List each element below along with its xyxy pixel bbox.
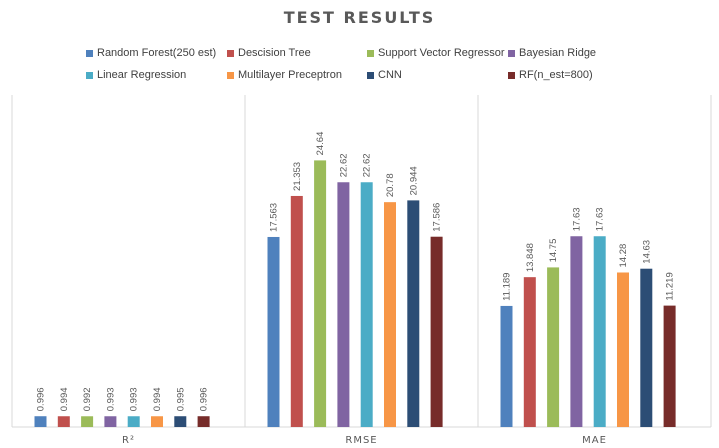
bar bbox=[151, 416, 163, 427]
bar bbox=[57, 416, 70, 427]
data-label: 17.586 bbox=[432, 203, 443, 232]
bar bbox=[570, 236, 583, 427]
legend-swatch bbox=[367, 49, 374, 57]
legend-label: RF(n_est=800) bbox=[519, 69, 593, 81]
legend-item-svr: Support Vector Regressor bbox=[367, 47, 505, 59]
legend-item-decision-tree: Descision Tree bbox=[227, 47, 311, 59]
legend-label: Descision Tree bbox=[238, 47, 311, 59]
data-label: 0.994 bbox=[59, 387, 70, 411]
bar bbox=[197, 416, 210, 427]
bar bbox=[174, 416, 187, 427]
data-label: 17.63 bbox=[595, 207, 606, 231]
data-label: 20.78 bbox=[385, 173, 396, 197]
legend: Random Forest(250 est) Descision Tree Su… bbox=[0, 0, 719, 90]
data-label: 22.62 bbox=[362, 153, 373, 177]
data-label: 20.944 bbox=[408, 166, 419, 195]
category-label: MAE bbox=[582, 435, 607, 446]
data-label: 0.994 bbox=[152, 387, 163, 411]
bar bbox=[593, 236, 606, 427]
data-label: 11.219 bbox=[665, 272, 676, 300]
bar bbox=[127, 416, 140, 427]
data-label: 17.563 bbox=[269, 203, 280, 232]
category-label: RMSE bbox=[345, 435, 377, 446]
bar bbox=[407, 200, 420, 427]
data-label: 0.992 bbox=[82, 387, 93, 411]
bar bbox=[34, 416, 47, 427]
data-label: 0.996 bbox=[199, 387, 210, 411]
legend-swatch bbox=[86, 49, 93, 57]
legend-swatch bbox=[227, 71, 234, 79]
legend-swatch bbox=[227, 49, 234, 57]
category-label: R² bbox=[122, 435, 135, 446]
data-label: 0.993 bbox=[105, 387, 116, 411]
legend-swatch bbox=[367, 71, 374, 79]
data-label: 0.996 bbox=[36, 387, 47, 411]
bar bbox=[360, 182, 373, 427]
data-label: 17.63 bbox=[571, 207, 582, 231]
legend-item-cnn: CNN bbox=[367, 69, 402, 81]
legend-label: Linear Regression bbox=[97, 69, 187, 81]
data-label: 0.993 bbox=[129, 387, 140, 411]
legend-label: Bayesian Ridge bbox=[519, 47, 597, 59]
data-label: 21.353 bbox=[292, 162, 303, 191]
data-label: 11.189 bbox=[502, 273, 513, 301]
legend-swatch bbox=[86, 71, 93, 79]
bar bbox=[430, 236, 443, 427]
legend-item-bayesian-ridge: Bayesian Ridge bbox=[508, 47, 596, 59]
legend-label: CNN bbox=[378, 69, 402, 81]
legend-label: Support Vector Regressor bbox=[378, 47, 505, 59]
legend-swatch bbox=[508, 71, 515, 79]
bar bbox=[663, 305, 676, 427]
bar bbox=[267, 236, 280, 427]
bar bbox=[617, 272, 629, 427]
bar bbox=[337, 182, 350, 427]
bar bbox=[640, 268, 653, 427]
legend-item-linear-regression: Linear Regression bbox=[86, 69, 186, 81]
data-label: 0.995 bbox=[175, 387, 186, 411]
data-label: 24.64 bbox=[315, 132, 326, 156]
bar bbox=[104, 416, 117, 427]
data-label: 14.75 bbox=[548, 239, 559, 263]
data-label: 14.63 bbox=[641, 240, 652, 264]
data-label: 13.848 bbox=[525, 243, 536, 272]
legend-label: Multilayer Preceptron bbox=[238, 69, 342, 81]
legend-item-mlp: Multilayer Preceptron bbox=[227, 69, 342, 81]
legend-swatch bbox=[508, 49, 515, 57]
bar bbox=[523, 277, 536, 427]
legend-item-random-forest: Random Forest(250 est) bbox=[86, 47, 216, 59]
bar bbox=[500, 305, 513, 427]
data-label: 14.28 bbox=[618, 244, 629, 268]
bar bbox=[314, 160, 327, 427]
bar bbox=[81, 416, 94, 427]
legend-item-rf-800: RF(n_est=800) bbox=[508, 69, 593, 81]
chart-title: TEST RESULTS bbox=[283, 8, 436, 27]
data-label: 22.62 bbox=[338, 153, 349, 177]
bar bbox=[547, 267, 560, 427]
bar bbox=[384, 202, 396, 427]
bar bbox=[290, 195, 303, 427]
legend-label: Random Forest(250 est) bbox=[97, 47, 217, 59]
